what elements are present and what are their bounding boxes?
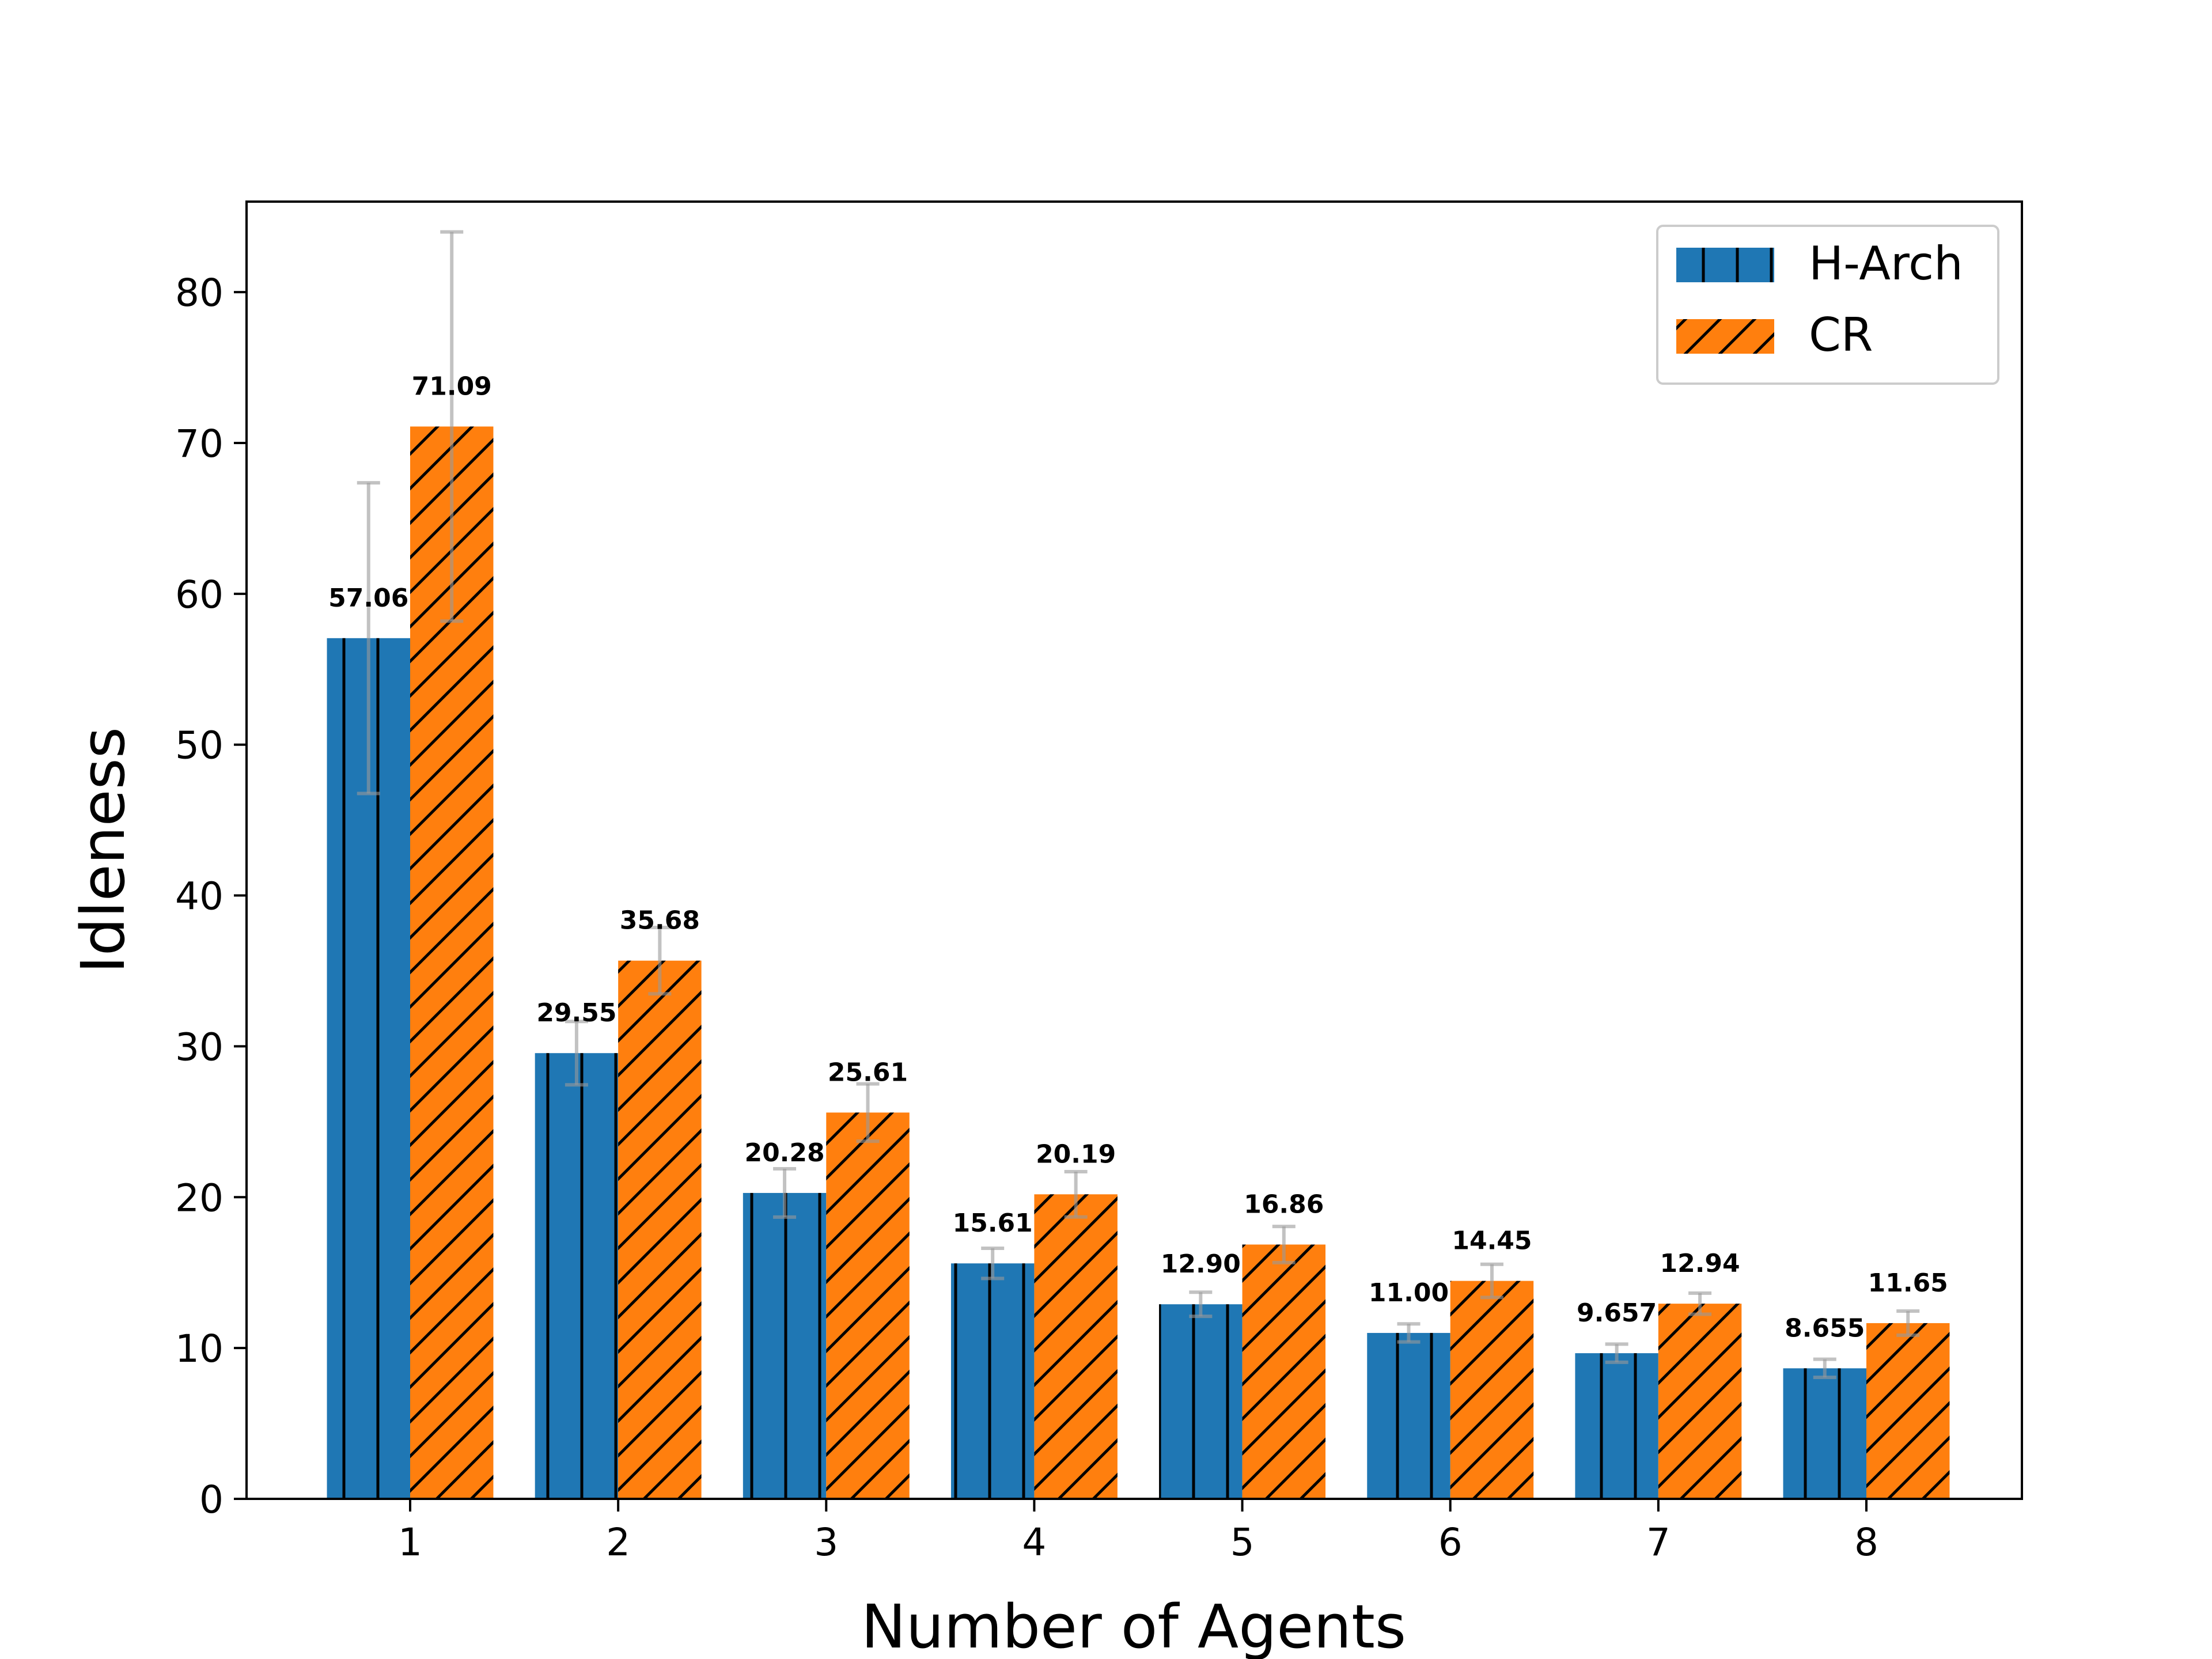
x-tick-label: 7 [1646,1520,1671,1565]
y-tick-label: 30 [175,1025,224,1069]
data-label-cr-6: 14.45 [1452,1226,1532,1256]
y-tick-label: 0 [199,1478,224,1522]
data-label-h-arch-5: 12.90 [1161,1249,1241,1279]
data-label-h-arch-2: 29.55 [536,998,616,1028]
data-label-cr-2: 35.68 [620,906,700,935]
y-tick-label: 80 [175,271,224,315]
y-tick-label: 10 [175,1327,224,1371]
x-tick-label: 2 [606,1520,630,1565]
legend-label-h-arch: H-Arch [1809,237,1963,290]
data-label-cr-8: 11.65 [1868,1268,1948,1298]
y-tick-label: 20 [175,1176,224,1220]
plot-background [247,202,2022,1499]
bar-hatch-h-arch-6 [1367,1332,1450,1499]
y-tick-label: 70 [175,422,224,466]
data-label-cr-7: 12.94 [1660,1249,1740,1278]
bar-hatch-h-arch-7 [1575,1353,1658,1499]
bar-hatch-cr-5 [1242,1244,1326,1499]
x-tick-label: 5 [1230,1520,1255,1565]
bar-hatch-h-arch-8 [1783,1368,1866,1499]
legend-swatch-hatch-h-arch [1676,248,1774,282]
data-label-cr-4: 20.19 [1036,1139,1116,1169]
data-label-cr-5: 16.86 [1244,1190,1324,1219]
bar-hatch-h-arch-4 [950,1263,1035,1499]
x-axis-title: Number of Agents [861,1592,1406,1659]
data-label-cr-1: 71.09 [412,372,492,401]
data-label-cr-3: 25.61 [828,1058,908,1087]
data-label-h-arch-4: 15.61 [953,1209,1033,1238]
y-tick-label: 40 [175,874,224,919]
x-tick-label: 1 [398,1520,422,1565]
bar-hatch-cr-4 [1034,1194,1118,1499]
x-tick-label: 8 [1854,1520,1878,1565]
plot-frame [245,200,2023,1500]
bar-hatch-cr-8 [1866,1323,1950,1499]
y-axis-title: Idleness [68,727,138,974]
bar-hatch-cr-7 [1658,1304,1742,1499]
bar-hatch-cr-3 [826,1112,910,1499]
data-label-h-arch-8: 8.655 [1785,1313,1865,1343]
y-tick-label: 50 [175,724,224,768]
data-label-h-arch-1: 57.06 [328,584,408,613]
bar-hatch-cr-6 [1450,1281,1534,1499]
data-label-h-arch-7: 9.657 [1577,1298,1657,1328]
x-tick-label: 4 [1022,1520,1046,1565]
data-label-h-arch-3: 20.28 [744,1138,824,1168]
bar-hatch-h-arch-2 [535,1053,619,1499]
x-tick-label: 6 [1438,1520,1463,1565]
x-tick-label: 3 [814,1520,838,1565]
y-tick-label: 60 [175,573,224,617]
bar-hatch-h-arch-5 [1159,1304,1243,1499]
legend: H-Arch CR [1656,225,1999,385]
legend-label-cr: CR [1809,308,1873,362]
data-label-h-arch-6: 11.00 [1369,1278,1449,1308]
legend-swatch-hatch-cr [1676,319,1774,354]
bar-hatch-cr-2 [618,960,702,1499]
bar-hatch-h-arch-3 [743,1192,827,1499]
